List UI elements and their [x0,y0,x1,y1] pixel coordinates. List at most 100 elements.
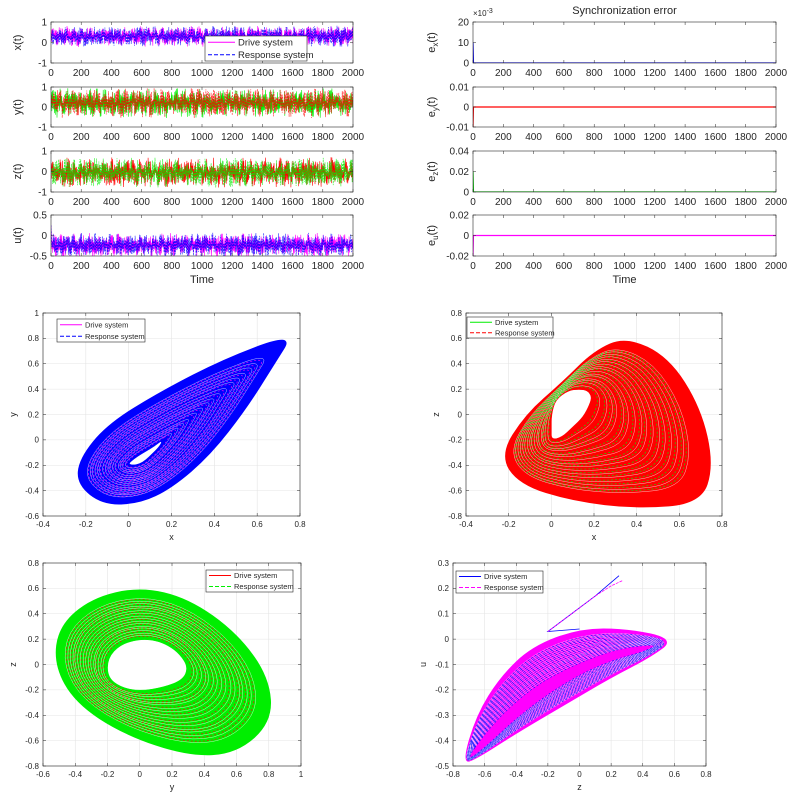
chart-e_z: 0 200 400 600 800 1000 1200 1400 1600 1800 2000 0 0.… [426,147,788,209]
attractor-response-trajectory [88,359,262,497]
y-tick-label: -0.4 [448,461,462,470]
x-tick-label: 600 [133,261,150,272]
x-tick-label: 800 [163,132,180,143]
attractor-trajectory-gap [77,610,236,727]
y-label-subscript: u [431,235,440,239]
attractor-trajectory-gap [100,632,198,697]
x-tick-label: 600 [133,68,150,79]
y-axis-label: ez(t) [426,161,440,182]
y-tick-label: -0.6 [448,486,462,495]
y-tick-label: 0 [41,231,47,242]
attractor-trajectory-gap [67,600,252,740]
attractor-trajectory-gap [124,433,172,469]
x-tick-label: 1400 [674,261,697,272]
y-tick-label: 0.8 [451,309,463,318]
x-tick-label: 0 [577,770,582,779]
x-tick-label: 1600 [281,132,304,143]
attractor-trajectory-gap [99,382,235,488]
attractor-response-trajectory [108,400,212,481]
y-label-base: x [12,44,24,50]
axes-box [472,150,777,193]
x-tick-label: 0.6 [674,520,686,529]
x-tick-label: 200 [495,68,512,79]
x-tick-label: 0 [48,68,54,79]
x-tick-label: 0 [549,520,554,529]
x-tick-label: 1000 [613,132,636,143]
legend-label: Response system [484,583,544,592]
chart-title: Synchronization error [572,5,677,17]
y-tick-label: 0.02 [450,211,470,222]
attractor-trajectory-gap [122,427,179,471]
chart-y_t: 0 200 400 600 800 1000 1200 1400 1600 1800 2000-10… [12,83,365,144]
y-tick-label: 0.6 [28,584,40,593]
x-tick-label: 1800 [312,68,335,79]
y-tick-label: 1 [41,18,47,29]
attractor-response-trajectory [516,352,682,489]
y-tick-label: 0 [41,38,47,49]
x-axis-label: x [592,532,597,542]
y-tick-label: 1 [41,147,47,158]
x-tick-label: -0.2 [101,770,115,779]
attractor-response-trajectory [518,354,676,485]
chart-x_t: 0 200 400 600 800 1000 1200 1400 1600 1800 2000-10… [12,18,365,80]
plot-area [51,225,353,256]
x-tick-label: -0.2 [502,520,516,529]
y-label-base: u [418,662,428,667]
y-label-suffix: (t) [12,35,24,45]
attractor-trajectory-gap [95,627,207,704]
attractor-trajectory-gap [91,367,253,494]
attractor-trajectory-gap [468,640,659,759]
x-tick-label: -0.2 [541,770,555,779]
x-tick-label: 1200 [221,261,244,272]
y-tick-label: -0.5 [30,252,48,263]
error-line-e-u [473,234,776,256]
attractor-trajectory-gap [97,377,240,490]
attractor-response-trajectory [467,636,663,761]
plot-area [473,171,776,192]
x-tick-label: 0 [138,770,143,779]
attractor-trajectory-gap [82,615,227,719]
y-axis-label: u(t) [12,227,24,244]
chart-phase_xy: -0.4 -0.2 0 0.2 0.4 0.6 0.8-0.6-0.4-0.200.20.4… [8,309,306,542]
x-tick-label: 600 [133,197,150,208]
y-label-suffix: (t) [12,227,24,237]
attractor-response-trajectory [113,409,201,478]
chart-z_t: 0 200 400 600 800 1000 1200 1400 1600 1800 2000-10… [12,147,365,209]
attractor-response-trajectory [70,604,246,735]
attractor-trajectory-gap [117,419,189,474]
x-tick-label: 2000 [342,132,365,143]
x-tick-label: 0.6 [252,520,264,529]
attractor-response-trajectory [96,628,205,702]
attractor-response-trajectory [92,369,250,493]
legend: Drive system Response system [56,318,146,343]
x-tick-label: 1000 [613,197,636,208]
attractor-trajectory-gap [513,349,689,493]
x-tick-label: 1600 [704,261,727,272]
attractor-hole [129,441,162,466]
y-tick-label: 0.8 [28,334,40,343]
chart-e_x: 0 200 400 600 800 1000 1200 1400 1600 1800 2000 0 10… [426,5,788,79]
y-tick-label: 0 [458,410,463,419]
y-axis-label: x(t) [12,35,24,51]
y-tick-label: -0.6 [25,736,39,745]
y-tick-label: -0.5 [435,762,449,771]
x-tick-label: 0.8 [294,520,306,529]
x-tick-label: 800 [163,68,180,79]
attractor-trajectory-gap [466,634,664,761]
x-tick-label: 1200 [644,68,667,79]
y-tick-label: 0 [463,231,469,242]
y-tick-label: 0 [41,103,47,114]
x-tick-label: 0.8 [700,770,712,779]
y-axis-label: ey(t) [426,97,440,118]
x-tick-label: 1400 [674,68,697,79]
x-axis-label: x [169,532,174,542]
x-tick-label: 1600 [704,132,727,143]
y-axis-label: z [431,412,441,417]
legend-label: Drive system [495,318,538,327]
y-label-subscript: y [431,107,440,111]
x-axis-label: z [577,782,582,792]
attractor-trajectory-gap [93,626,209,706]
x-tick-label: -0.2 [79,520,93,529]
x-tick-label: 800 [163,261,180,272]
y-axis-label: u [418,662,428,667]
